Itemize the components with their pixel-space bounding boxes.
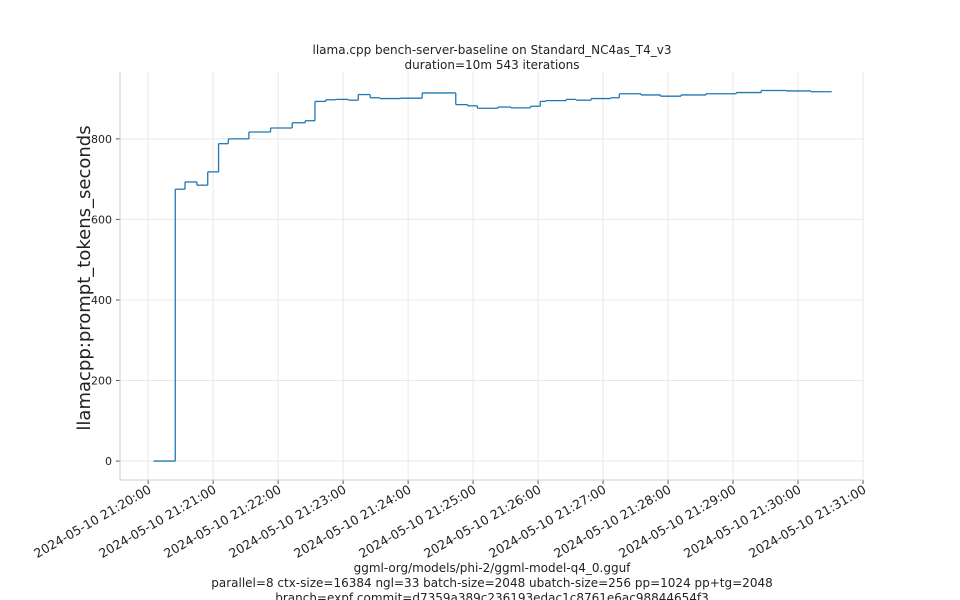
chart-subtitle: duration=10m 543 iterations	[405, 58, 580, 72]
x-tick-label: 2024-05-10 21:24:00	[291, 482, 414, 561]
x-axis-label: parallel=8 ctx-size=16384 ngl=33 batch-s…	[211, 576, 772, 590]
x-tick-label: 2024-05-10 21:31:00	[746, 482, 869, 561]
x-tick-label: 2024-05-10 21:25:00	[356, 482, 479, 561]
x-axis-label: ggml-org/models/phi-2/ggml-model-q4_0.gg…	[354, 561, 632, 575]
x-axis-label: branch=expf commit=d7359a389c236193edac1…	[275, 591, 709, 600]
x-tick-label: 2024-05-10 21:29:00	[616, 482, 739, 561]
x-tick-label: 2024-05-10 21:20:00	[31, 482, 154, 561]
x-tick-label: 2024-05-10 21:21:00	[96, 482, 219, 561]
y-axis-label: llamacpp:prompt_tokens_seconds	[74, 125, 95, 430]
y-tick-label: 800	[91, 133, 112, 146]
y-tick-label: 400	[91, 294, 112, 307]
y-tick-label: 600	[91, 213, 112, 226]
x-tick-label: 2024-05-10 21:27:00	[486, 482, 609, 561]
y-tick-label: 0	[105, 455, 112, 468]
x-tick-label: 2024-05-10 21:23:00	[226, 482, 349, 561]
y-tick-label: 200	[91, 375, 112, 388]
chart-title: llama.cpp bench-server-baseline on Stand…	[313, 43, 672, 57]
x-tick-label: 2024-05-10 21:26:00	[421, 482, 544, 561]
x-tick-label: 2024-05-10 21:28:00	[551, 482, 674, 561]
x-tick-label: 2024-05-10 21:22:00	[161, 482, 284, 561]
x-tick-label: 2024-05-10 21:30:00	[681, 482, 804, 561]
